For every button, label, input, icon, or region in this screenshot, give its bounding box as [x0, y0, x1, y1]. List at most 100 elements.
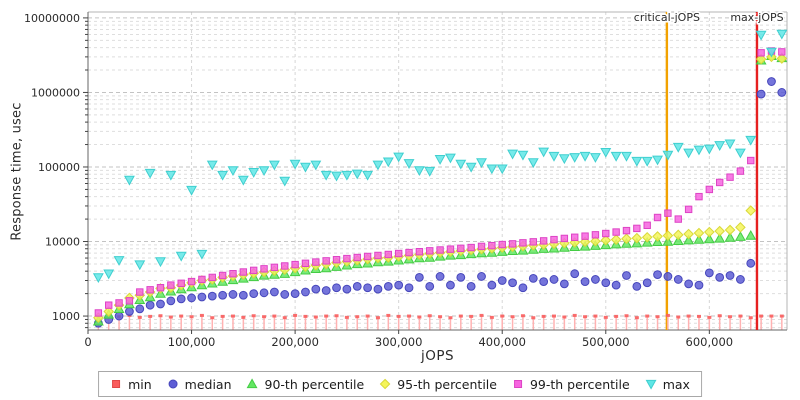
square-marker-shape [513, 380, 522, 388]
data-point-min [748, 316, 753, 320]
data-point-max [465, 162, 477, 173]
data-point-max [227, 166, 239, 177]
data-point-min [210, 316, 215, 320]
data-point-median [704, 268, 714, 278]
data-point-median [477, 272, 486, 281]
data-point-median [736, 275, 745, 284]
triangle-down-marker-shape [645, 379, 657, 390]
data-point-min [562, 315, 567, 319]
data-point-99-th percentile [353, 253, 361, 262]
data-point-max [672, 142, 684, 153]
data-point-99-th percentile [602, 229, 610, 238]
data-point-95-th percentile [103, 306, 115, 317]
data-point-median [528, 274, 538, 283]
data-point-min [500, 314, 505, 318]
data-point-95-th percentile [693, 227, 705, 239]
data-point-min [583, 315, 588, 319]
y-axis-title: Response time, usec [9, 102, 25, 241]
data-point-median [642, 278, 652, 288]
data-point-99-th percentile [322, 257, 330, 265]
data-point-min [696, 314, 701, 318]
legend-item-median: median [167, 377, 232, 392]
data-point-min [676, 315, 681, 319]
data-point-median [601, 278, 611, 288]
data-point-max [103, 269, 115, 280]
data-point-90-th percentile [683, 234, 695, 245]
legend-label: 90-th percentile [264, 376, 365, 392]
data-point-min [407, 314, 412, 318]
data-point-median [580, 277, 590, 286]
diamond-marker-icon [379, 378, 391, 390]
data-point-99-th percentile [550, 235, 558, 244]
data-point-99-th percentile [457, 244, 465, 253]
data-point-99-th percentile [591, 231, 600, 239]
data-point-min [324, 314, 329, 318]
data-point-median [218, 290, 228, 300]
data-point-95-th percentile [683, 228, 694, 240]
data-point-99-th percentile [167, 281, 175, 289]
data-point-median [466, 281, 476, 291]
data-point-max [165, 170, 177, 181]
data-point-95-th percentile [610, 234, 622, 245]
data-point-99-th percentile [239, 268, 248, 276]
data-point-99-th percentile [519, 239, 527, 247]
legend-item-max: max [645, 377, 690, 392]
data-point-min [179, 314, 184, 318]
data-point-99-th percentile [477, 242, 486, 251]
data-point-99-th percentile [674, 215, 682, 223]
data-point-median [383, 281, 393, 291]
data-point-median [290, 289, 300, 299]
data-point-max [683, 148, 695, 159]
data-point-min [769, 314, 774, 318]
data-point-min [531, 316, 536, 320]
data-point-median [756, 89, 766, 99]
y-tick-label: 10000000 [24, 12, 80, 25]
data-point-median [446, 280, 455, 290]
data-point-median [518, 283, 528, 293]
x-tick-label: 600,000 [686, 335, 734, 349]
data-point-max [507, 149, 519, 160]
data-point-max [300, 162, 311, 173]
data-point-99-th percentile [208, 273, 216, 282]
legend-item-min: min [110, 377, 152, 392]
data-point-min [624, 314, 629, 318]
data-point-99-th percentile [653, 213, 662, 222]
data-point-max [413, 166, 425, 177]
data-point-median [207, 291, 217, 301]
data-point-max [548, 151, 560, 162]
data-point-min [158, 314, 163, 318]
data-point-95-th percentile [704, 226, 715, 238]
data-point-median [549, 275, 559, 284]
data-point-min [189, 315, 194, 319]
data-point-min [738, 314, 743, 318]
triangle-up-marker-shape [247, 378, 258, 389]
data-point-median [394, 280, 404, 290]
data-point-max [217, 170, 229, 181]
data-point-min [344, 315, 349, 319]
data-point-max [331, 171, 342, 182]
data-point-median [238, 290, 248, 300]
data-point-min [293, 313, 298, 317]
data-point-max [424, 166, 436, 177]
data-point-99-th percentile [94, 309, 103, 317]
data-point-max [196, 249, 208, 260]
data-point-95-th percentile [672, 229, 684, 241]
data-point-min [230, 314, 235, 318]
data-point-99-th percentile [612, 228, 620, 236]
data-point-99-th percentile [177, 279, 185, 288]
data-point-median [632, 281, 642, 291]
data-point-median [611, 280, 621, 290]
circle-marker-shape [168, 379, 178, 389]
data-point-median [197, 292, 207, 302]
data-point-max [92, 273, 104, 284]
data-point-99-th percentile [560, 234, 569, 243]
data-point-median [176, 294, 186, 304]
data-point-max [703, 144, 715, 155]
data-point-median [684, 279, 694, 289]
data-point-99-th percentile [539, 237, 548, 245]
data-point-99-th percentile [747, 156, 755, 165]
data-point-max [745, 135, 757, 146]
data-point-99-th percentile [778, 48, 786, 56]
data-point-min [458, 314, 463, 318]
data-point-95-th percentile [724, 224, 736, 236]
